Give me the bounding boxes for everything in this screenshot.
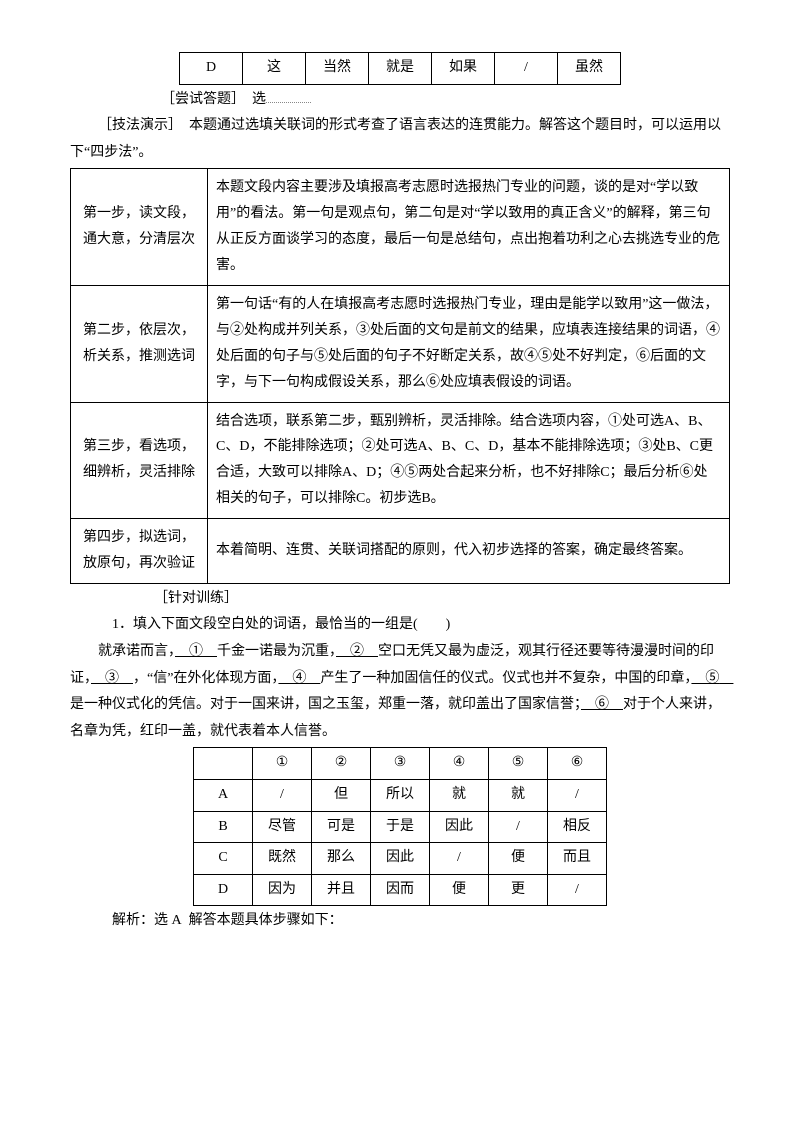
question-line: 1．填入下面文段空白处的词语，最恰当的一组是( ) [70, 612, 730, 639]
method-step-desc: 本着简明、连贯、关联词搭配的原则，代入初步选择的答案，确定最终答案。 [208, 519, 730, 584]
opt-cell: 便 [430, 874, 489, 906]
method-intro-label: ［技法演示］ [98, 118, 182, 133]
attempt-answer-line: ［尝试答题］ 选 [70, 87, 730, 114]
opt-cell: 于是 [371, 811, 430, 843]
analysis-prefix: 解析：选 A [112, 913, 182, 928]
top-cell: 就是 [369, 53, 432, 85]
analysis-text: 解答本题具体步骤如下： [189, 913, 343, 928]
opt-cell: 因而 [371, 874, 430, 906]
opt-cell: 所以 [371, 780, 430, 812]
opt-header: ④ [430, 748, 489, 780]
opt-cell: 相反 [548, 811, 607, 843]
opt-cell: 更 [489, 874, 548, 906]
method-intro: ［技法演示］ 本题通过选填关联词的形式考查了语言表达的连贯能力。解答这个题目时，… [70, 113, 730, 166]
method-step-title: 第四步，拟选词，放原句，再次验证 [71, 519, 208, 584]
opt-header: ⑤ [489, 748, 548, 780]
opt-row-label: D [194, 874, 253, 906]
opt-cell: 因为 [253, 874, 312, 906]
opt-cell: 并且 [312, 874, 371, 906]
opt-cell: 但 [312, 780, 371, 812]
method-step-title: 第三步，看选项，细辨析，灵活排除 [71, 402, 208, 519]
question-number: 1． [112, 617, 133, 632]
opt-row-label: B [194, 811, 253, 843]
opt-cell: / [548, 874, 607, 906]
opt-cell: 就 [430, 780, 489, 812]
opt-cell: 便 [489, 843, 548, 875]
opt-cell: 可是 [312, 811, 371, 843]
top-cell: / [495, 53, 558, 85]
opt-cell: / [489, 811, 548, 843]
method-step-desc: 本题文段内容主要涉及填报高考志愿时选报热门专业的问题，谈的是对“学以致用”的看法… [208, 169, 730, 286]
method-step-title: 第二步，依层次，析关系，推测选词 [71, 285, 208, 402]
opt-header: ② [312, 748, 371, 780]
opt-cell: / [548, 780, 607, 812]
opt-cell: / [253, 780, 312, 812]
opt-cell: 因此 [371, 843, 430, 875]
practice-label-text: ［针对训练］ [154, 591, 238, 606]
opt-header: ⑥ [548, 748, 607, 780]
attempt-answer-text: 选 [252, 92, 266, 107]
method-steps-table: 第一步，读文段，通大意，分清层次 本题文段内容主要涉及填报高考志愿时选报热门专业… [70, 168, 730, 583]
opt-row-label: C [194, 843, 253, 875]
opt-cell: 因此 [430, 811, 489, 843]
top-option-table: D 这 当然 就是 如果 / 虽然 [179, 52, 621, 85]
practice-label: ［针对训练］ [70, 586, 730, 613]
method-step-title: 第一步，读文段，通大意，分清层次 [71, 169, 208, 286]
attempt-answer-label: ［尝试答题］ [161, 92, 245, 107]
analysis-line: 解析：选 A 解答本题具体步骤如下： [70, 908, 730, 935]
opt-cell: 而且 [548, 843, 607, 875]
method-step-desc: 第一句话“有的人在填报高考志愿时选报热门专业，理由是能学以致用”这一做法，与②处… [208, 285, 730, 402]
passage-text: 就承诺而言， ① 千金一诺最为沉重， ② 空口无凭又最为虚泛，观其行径还要等待漫… [70, 639, 730, 745]
opt-cell: 既然 [253, 843, 312, 875]
method-step-desc: 结合选项，联系第二步，甄别辨析，灵活排除。结合选项内容，①处可选A、B、C、D，… [208, 402, 730, 519]
opt-cell: 尽管 [253, 811, 312, 843]
top-row-label: D [180, 53, 243, 85]
opt-header: ③ [371, 748, 430, 780]
top-cell: 如果 [432, 53, 495, 85]
opt-cell: / [430, 843, 489, 875]
answer-blank [266, 88, 311, 103]
top-cell: 虽然 [558, 53, 621, 85]
top-cell: 这 [243, 53, 306, 85]
opt-cell: 那么 [312, 843, 371, 875]
options-table: ① ② ③ ④ ⑤ ⑥ A / 但 所以 就 就 / B 尽管 可是 于是 因此… [193, 747, 607, 906]
opt-cell: 就 [489, 780, 548, 812]
question-text: 填入下面文段空白处的词语，最恰当的一组是( ) [133, 617, 450, 632]
opt-header [194, 748, 253, 780]
top-cell: 当然 [306, 53, 369, 85]
opt-row-label: A [194, 780, 253, 812]
opt-header: ① [253, 748, 312, 780]
